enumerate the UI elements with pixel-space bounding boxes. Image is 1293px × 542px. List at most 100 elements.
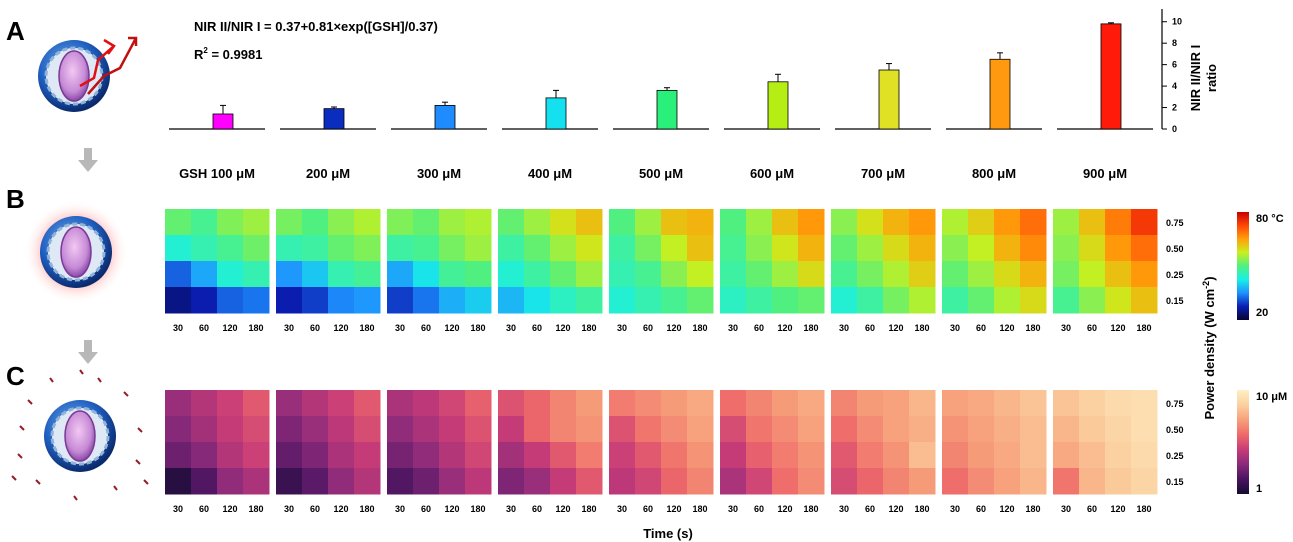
heatmap-cell xyxy=(968,209,995,236)
heatmap-cell xyxy=(857,390,884,417)
heatmap-cell xyxy=(1020,287,1047,314)
time-tick: 60 xyxy=(754,323,764,333)
heatmap-cell xyxy=(1131,442,1158,469)
heatmap-cell xyxy=(831,209,858,236)
time-tick: 60 xyxy=(643,323,653,333)
heatmap-cell xyxy=(798,416,825,443)
heatmap-cell xyxy=(354,390,381,417)
heatmap-cell xyxy=(720,287,747,314)
heatmap-cell xyxy=(165,261,192,288)
heatmap-cell xyxy=(883,287,910,314)
heatmap-cell xyxy=(687,209,714,236)
heatmap-cell xyxy=(635,235,662,262)
heatmap-cell xyxy=(217,390,244,417)
heatmap-cell xyxy=(661,287,688,314)
heatmap-cell xyxy=(498,468,525,495)
time-tick: 60 xyxy=(976,504,986,514)
heatmap-cell xyxy=(746,390,773,417)
heatmap-cell xyxy=(635,390,662,417)
heatmap-cell xyxy=(576,416,603,443)
heatmap-cell xyxy=(687,261,714,288)
heatmap-cell xyxy=(524,390,551,417)
time-tick: 120 xyxy=(555,504,570,514)
heatmap-cell xyxy=(1020,416,1047,443)
heatmap-cell xyxy=(387,209,414,236)
heatmap-cell xyxy=(276,209,303,236)
heatmap-cell xyxy=(354,416,381,443)
heatmap-cell xyxy=(498,416,525,443)
heatmap-cell xyxy=(1105,390,1132,417)
heatmap-cell xyxy=(302,442,329,469)
power-density-tick: 0.75 xyxy=(1166,399,1184,409)
y-axis-label-line1: NIR II/NIR I xyxy=(1188,45,1203,111)
heatmap-cell xyxy=(909,209,936,236)
time-tick: 30 xyxy=(284,504,294,514)
heatmap-cell xyxy=(968,442,995,469)
bar xyxy=(212,113,234,130)
time-tick: 120 xyxy=(999,323,1014,333)
heatmap-cell xyxy=(243,442,270,469)
heatmap-cell xyxy=(661,261,688,288)
heatmap-cell xyxy=(883,261,910,288)
heatmap-cell xyxy=(413,235,440,262)
heatmap-cell xyxy=(413,390,440,417)
time-tick: 120 xyxy=(1110,323,1125,333)
heatmap-cell xyxy=(413,416,440,443)
heatmap-cell xyxy=(328,416,355,443)
heatmap-cell xyxy=(772,287,799,314)
heatmap-cell xyxy=(191,442,218,469)
heatmap-cell xyxy=(798,287,825,314)
time-tick: 60 xyxy=(421,323,431,333)
heatmap-cell xyxy=(798,468,825,495)
heatmap-cell xyxy=(354,261,381,288)
gsh-label: GSH 100 μM xyxy=(179,166,255,181)
heatmap-cell xyxy=(772,261,799,288)
heatmap-cell xyxy=(831,442,858,469)
heatmap-cell xyxy=(798,442,825,469)
time-tick: 60 xyxy=(421,504,431,514)
heatmaps-c xyxy=(165,390,1158,495)
heatmap-cell xyxy=(1053,442,1080,469)
heatmap-cell xyxy=(576,261,603,288)
heatmap-cell xyxy=(243,261,270,288)
time-tick: 60 xyxy=(1087,323,1097,333)
bar xyxy=(545,97,567,130)
nanoparticle-illustration-a xyxy=(38,36,138,112)
power-density-tick: 0.50 xyxy=(1166,244,1184,254)
time-tick: 180 xyxy=(1025,323,1040,333)
heatmap-cell xyxy=(165,416,192,443)
time-tick: 120 xyxy=(444,323,459,333)
y-tick-label: 4 xyxy=(1172,81,1177,91)
heatmap-cell xyxy=(1020,209,1047,236)
heatmap-cell xyxy=(720,235,747,262)
heatmap-cell xyxy=(498,442,525,469)
heatmap-cell xyxy=(191,416,218,443)
heatmap-cell xyxy=(576,235,603,262)
power-density-label: Power density (W cm-2) xyxy=(1201,276,1217,419)
heatmap-cell xyxy=(909,235,936,262)
heatmap-cell xyxy=(576,287,603,314)
heatmap-cell xyxy=(635,442,662,469)
colorbar-b xyxy=(1237,212,1249,320)
heatmap-cell xyxy=(1131,209,1158,236)
heatmap-cell xyxy=(687,287,714,314)
panel-a-letter: A xyxy=(6,16,25,46)
time-tick: 120 xyxy=(333,504,348,514)
time-tick: 30 xyxy=(839,323,849,333)
gsh-label: 500 μM xyxy=(639,166,683,181)
time-tick: 30 xyxy=(1061,323,1071,333)
heatmap-cell xyxy=(720,442,747,469)
x-ticks-b: 30 60 120 180 30 60 120 180 30 60 120 180 30 60 120 180… xyxy=(173,323,1152,333)
heatmap-cell xyxy=(994,390,1021,417)
heatmap-cell xyxy=(635,416,662,443)
bar xyxy=(767,81,789,130)
power-density-tick: 0.75 xyxy=(1166,218,1184,228)
time-tick: 120 xyxy=(888,323,903,333)
heatmap-cell xyxy=(1131,287,1158,314)
heatmap-cell xyxy=(498,261,525,288)
heatmap-cell xyxy=(439,468,466,495)
heatmap-cell xyxy=(968,416,995,443)
heatmap-cell xyxy=(661,442,688,469)
time-tick: 120 xyxy=(333,323,348,333)
heatmap-cell xyxy=(909,442,936,469)
